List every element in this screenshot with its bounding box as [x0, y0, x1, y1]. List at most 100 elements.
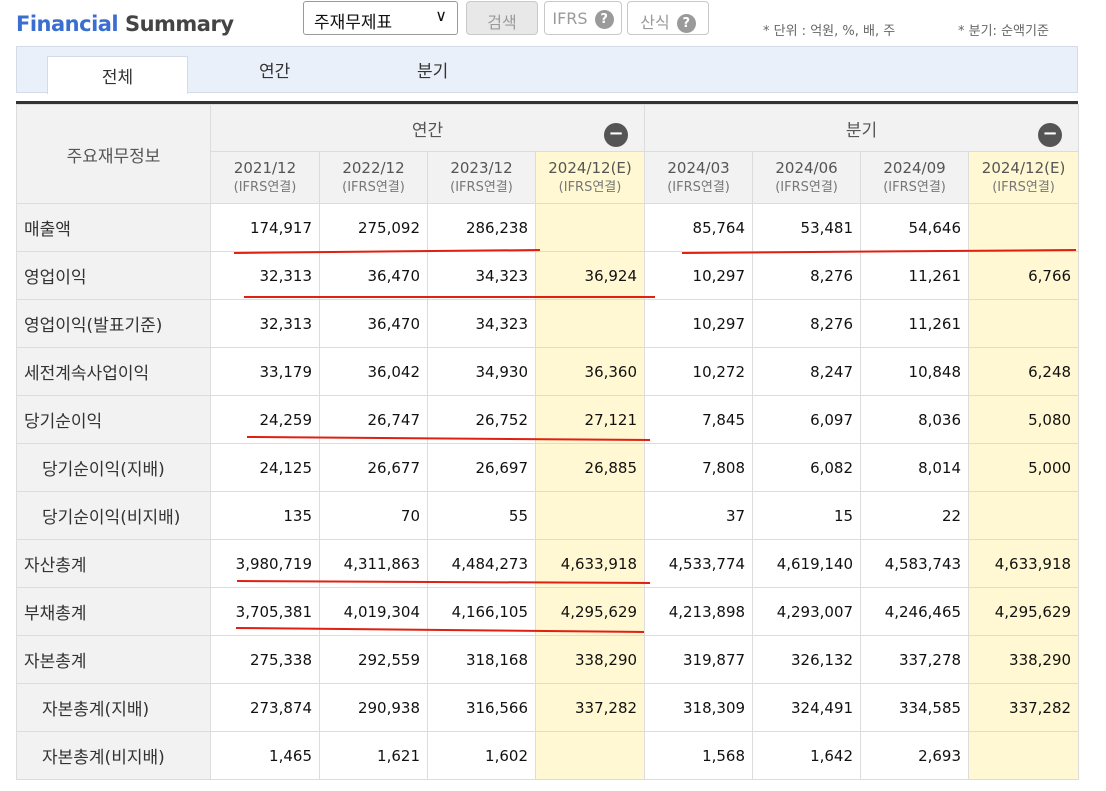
table-cell: 316,566: [427, 683, 536, 732]
table-top-border: [16, 101, 1078, 104]
table-cell: 4,484,273: [427, 539, 536, 588]
table-cell: 4,311,863: [319, 539, 428, 588]
column-header: 2022/12 (IFRS연결): [319, 151, 428, 204]
row-label[interactable]: 당기순이익(지배): [16, 443, 211, 492]
row-label[interactable]: 자산총계: [16, 539, 211, 588]
column-basis: (IFRS연결): [667, 179, 730, 195]
table-cell: 326,132: [752, 635, 862, 684]
table-cell: 319,877: [644, 635, 754, 684]
table-cell: 10,272: [644, 347, 754, 396]
table-cell: 34,930: [427, 347, 536, 396]
row-label[interactable]: 당기순이익(비지배): [16, 491, 211, 540]
row-label[interactable]: 매출액: [16, 203, 211, 252]
collapse-quarter-icon[interactable]: −: [1038, 123, 1063, 147]
table-cell: 4,246,465: [860, 587, 970, 636]
table-cell: 36,360: [534, 347, 646, 396]
table-row: 당기순이익(비지배) 135 70 55 37 15 22: [16, 491, 1080, 540]
table-cell: 7,808: [644, 443, 754, 492]
table-row: 자산총계 3,980,719 4,311,863 4,484,273 4,633,918…: [16, 539, 1080, 588]
table-cell: 1,621: [319, 731, 428, 780]
title-financial: Financial: [16, 12, 119, 36]
ifrs-help-button[interactable]: IFRS ?: [544, 1, 622, 35]
column-basis: (IFRS연결): [558, 179, 622, 195]
title-summary: Summary: [124, 12, 234, 36]
table-cell: 4,583,743: [860, 539, 970, 588]
table-cell: 8,247: [752, 347, 862, 396]
financial-summary-table: 주요재무정보 연간 − 분기 − 2021/12 (IFRS연결) 2022/12 (…: [16, 104, 1080, 780]
row-label[interactable]: 영업이익: [16, 251, 211, 300]
row-label[interactable]: 자본총계(비지배): [16, 731, 211, 780]
table-row: 영업이익(발표기준) 32,313 36,470 34,323 10,297 8,276 1…: [16, 299, 1080, 348]
row-label[interactable]: 세전계속사업이익: [16, 347, 211, 396]
chevron-down-icon: ∨: [435, 6, 447, 25]
tab-quarter[interactable]: 분기: [417, 62, 449, 82]
column-header: 2024/12(E) (IFRS연결): [968, 151, 1080, 204]
formula-help-button[interactable]: 산식 ?: [627, 1, 709, 35]
table-row: 당기순이익 24,259 26,747 26,752 27,121 7,845 6,097 8…: [16, 395, 1080, 444]
column-basis: (IFRS연결): [233, 179, 297, 195]
row-label[interactable]: 영업이익(발표기준): [16, 299, 211, 348]
table-cell: 10,297: [644, 251, 754, 300]
row-label[interactable]: 자본총계: [16, 635, 211, 684]
table-cell: 1,642: [752, 731, 862, 780]
tab-annual[interactable]: 연간: [259, 62, 291, 82]
table-cell: 11,261: [860, 251, 970, 300]
row-label[interactable]: 당기순이익: [16, 395, 211, 444]
table-row: 매출액 174,917 275,092 286,238 85,764 53,481 54,6…: [16, 203, 1080, 252]
row-label[interactable]: 부채총계: [16, 587, 211, 636]
table-cell: 6,082: [752, 443, 862, 492]
table-cell: [968, 299, 1080, 348]
column-date: 2024/12(E): [548, 158, 632, 177]
table-cell: 6,766: [968, 251, 1080, 300]
table-cell: 4,295,629: [534, 587, 646, 636]
collapse-annual-icon[interactable]: −: [604, 123, 629, 147]
table-cell: 37: [644, 491, 754, 540]
row-label[interactable]: 자본총계(지배): [16, 683, 211, 732]
table-cell: [534, 203, 646, 252]
column-date: 2024/03: [667, 158, 730, 177]
table-cell: 54,646: [860, 203, 970, 252]
table-cell: 338,290: [968, 635, 1080, 684]
table-cell: 15: [752, 491, 862, 540]
annual-group-header: 연간 −: [209, 104, 646, 152]
help-icon: ?: [594, 10, 614, 29]
column-basis: (IFRS연결): [883, 179, 946, 195]
table-cell: 292,559: [319, 635, 428, 684]
table-cell: 33,179: [210, 347, 320, 396]
column-date: 2024/06: [775, 158, 838, 177]
table-cell: 1,465: [210, 731, 320, 780]
table-cell: 337,278: [860, 635, 970, 684]
table-cell: 36,470: [319, 299, 428, 348]
table-cell: [968, 203, 1080, 252]
table-cell: 5,080: [968, 395, 1080, 444]
table-row: 세전계속사업이익 33,179 36,042 34,930 36,360 10,272 8,…: [16, 347, 1080, 396]
table-cell: 3,980,719: [210, 539, 320, 588]
table-cell: 8,036: [860, 395, 970, 444]
table-cell: 4,213,898: [644, 587, 754, 636]
table-cell: 6,248: [968, 347, 1080, 396]
table-cell: 324,491: [752, 683, 862, 732]
statement-type-select[interactable]: 주재무제표 ∨: [303, 1, 458, 35]
table-cell: [534, 731, 646, 780]
table-corner-header: 주요재무정보: [16, 104, 211, 204]
table-cell: 53,481: [752, 203, 862, 252]
table-cell: 36,042: [319, 347, 428, 396]
table-cell: 34,323: [427, 299, 536, 348]
unit-note: * 단위 : 억원, %, 배, 주: [763, 24, 896, 39]
search-button[interactable]: 검색: [466, 1, 538, 35]
table-cell: 26,747: [319, 395, 428, 444]
quarter-group-header: 분기 −: [644, 104, 1080, 152]
table-cell: 334,585: [860, 683, 970, 732]
table-cell: 5,000: [968, 443, 1080, 492]
table-cell: 1,602: [427, 731, 536, 780]
tab-all[interactable]: 전체: [47, 56, 188, 94]
select-value: 주재무제표: [314, 13, 393, 33]
table-cell: 70: [319, 491, 428, 540]
table-cell: [968, 731, 1080, 780]
table-cell: 32,313: [210, 299, 320, 348]
table-cell: 10,297: [644, 299, 754, 348]
table-row: 자본총계(지배) 273,874 290,938 316,566 337,282 318,…: [16, 683, 1080, 732]
table-cell: 24,125: [210, 443, 320, 492]
table-cell: 55: [427, 491, 536, 540]
column-basis: (IFRS연결): [775, 179, 838, 195]
